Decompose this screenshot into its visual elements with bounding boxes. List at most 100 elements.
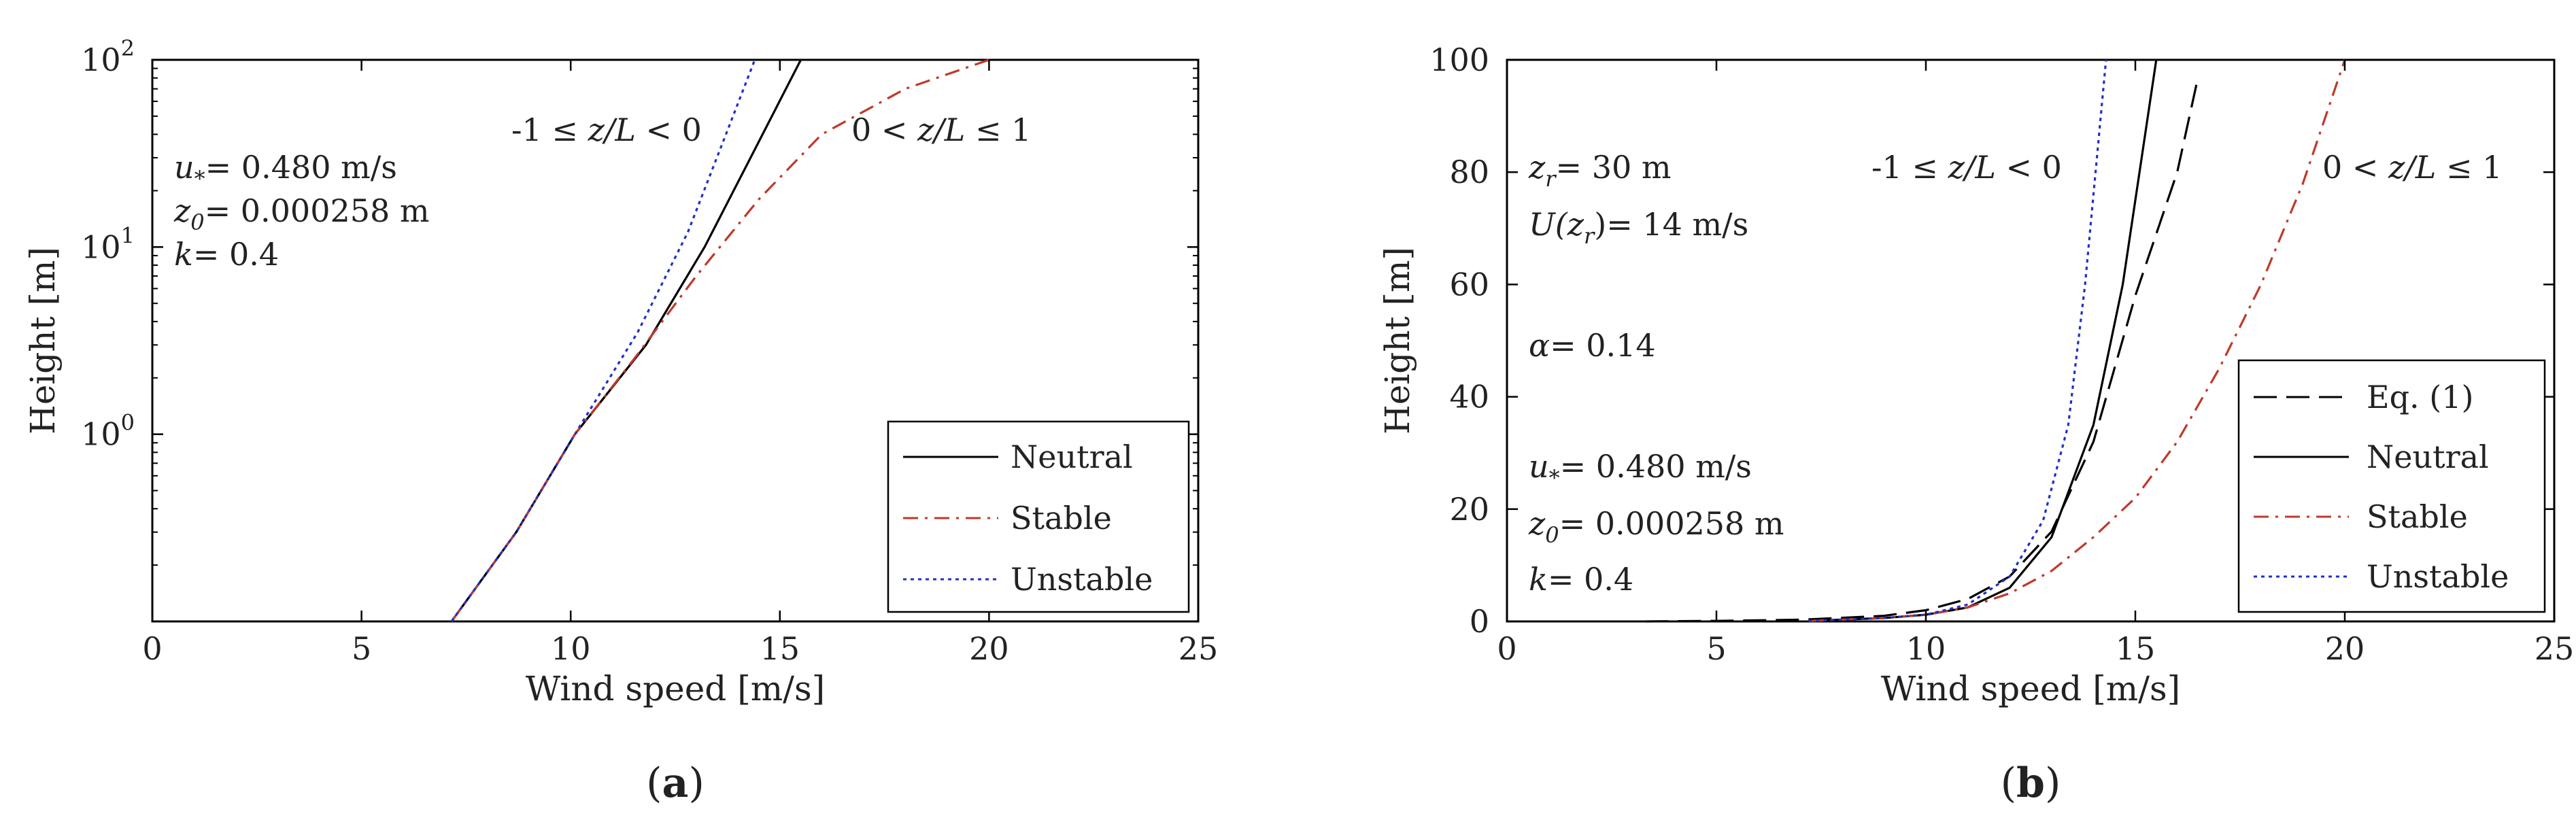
y-tick-label: 60 xyxy=(1449,266,1489,303)
x-tick-label: 5 xyxy=(352,630,371,667)
region-unstable-label-a: -1 ≤ z/L < 0 xyxy=(511,112,702,148)
y-axis-label-b: Height [m] xyxy=(1378,247,1417,434)
region-pre: 0 < xyxy=(2322,149,2388,186)
ann-sym: k xyxy=(1529,561,1548,598)
ann-sym: u xyxy=(174,149,194,186)
region-post: ≤ 1 xyxy=(2436,149,2502,186)
x-tick-label: 0 xyxy=(1497,630,1516,667)
y-tick-label: 40 xyxy=(1449,379,1489,415)
x-tick-label: 0 xyxy=(142,630,162,667)
x-tick-label: 15 xyxy=(760,630,800,667)
ann-sym: U(z xyxy=(1529,206,1584,243)
y-tick-label: 80 xyxy=(1449,154,1489,190)
y-axis-label-a: Height [m] xyxy=(23,247,63,434)
x-tick-label: 5 xyxy=(1706,630,1726,667)
series-layer-a xyxy=(450,58,989,622)
series-line-neutral-b xyxy=(1808,59,2158,622)
legend-label-stable-a: Stable xyxy=(1011,500,1112,536)
panel-a: 0 5 10 15 20 25 100 101 102 Wind speed [m/s] He… xyxy=(23,35,1218,807)
annotation-zr-b: zr= 30 m xyxy=(1528,149,1672,192)
x-tick-label: 20 xyxy=(969,630,1009,667)
ann-text: = 0.480 m/s xyxy=(205,149,397,186)
annotation-k-a: k= 0.4 xyxy=(174,236,279,273)
region-zl: z/L xyxy=(2388,149,2436,186)
region-stable-label-a: 0 < z/L ≤ 1 xyxy=(851,112,1031,148)
ann-sym: u xyxy=(1529,448,1549,485)
x-tick-label: 10 xyxy=(551,630,591,667)
ann-sym: z xyxy=(173,192,191,229)
y-tick-label: 20 xyxy=(1449,491,1489,528)
legend-label-neutral-b: Neutral xyxy=(2367,439,2489,475)
ann-text: = 0.14 xyxy=(1550,327,1656,364)
legend-a: Neutral Stable Unstable xyxy=(887,420,1190,613)
x-tick-label: 10 xyxy=(1906,630,1946,667)
series-line-unstable-a xyxy=(450,59,756,622)
ann-sub: * xyxy=(194,166,205,192)
series-line-stable-a xyxy=(450,58,989,622)
caption-b: (b) xyxy=(2001,759,2061,807)
ann-sym: z xyxy=(1528,505,1546,542)
ann-sym: α xyxy=(1529,327,1550,364)
annotation-z0-b: z0= 0.000258 m xyxy=(1528,505,1784,548)
caption-a: (a) xyxy=(646,759,705,807)
region-post: < 0 xyxy=(636,112,702,148)
legend-label-stable-b: Stable xyxy=(2367,498,2468,535)
y-ticks-a: 100 101 102 xyxy=(81,35,1198,566)
y-ticks-b: 0 20 40 60 80 100 xyxy=(1429,41,2554,640)
region-zl: z/L xyxy=(917,112,965,148)
region-pre: -1 ≤ xyxy=(511,112,588,148)
x-axis-label-a: Wind speed [m/s] xyxy=(526,669,825,708)
annotation-k-b: k= 0.4 xyxy=(1529,561,1633,598)
panel-b: 0 5 10 15 20 25 0 20 40 60 80 100 Wind speed [m/s]… xyxy=(1378,41,2574,807)
legend-label-neutral-a: Neutral xyxy=(1011,439,1133,475)
y-tick-label: 100 xyxy=(81,410,135,453)
plot-frame-b xyxy=(1506,58,2556,623)
region-zl: z/L xyxy=(1948,149,1996,186)
x-tick-label: 15 xyxy=(2116,630,2156,667)
y-tick-label: 100 xyxy=(1429,41,1489,78)
ann-sub: r xyxy=(1584,223,1595,249)
annotation-z0-a: z0= 0.000258 m xyxy=(173,192,430,235)
x-tick-label: 25 xyxy=(1179,630,1219,667)
ann-text: = 0.4 xyxy=(1548,561,1633,598)
ann-text: = 30 m xyxy=(1556,149,1672,186)
series-line-eq-1-b xyxy=(1645,76,2199,623)
ann-text: = 0.480 m/s xyxy=(1560,448,1752,485)
legend-label-unstable-b: Unstable xyxy=(2367,558,2509,595)
ann-text: = 0.4 xyxy=(193,236,279,273)
region-stable-label-b: 0 < z/L ≤ 1 xyxy=(2322,149,2502,186)
y-tick-label: 0 xyxy=(1470,603,1489,640)
series-line-unstable-b xyxy=(1808,59,2107,622)
annotation-alpha-b: α= 0.14 xyxy=(1529,327,1656,364)
ann-sub: 0 xyxy=(190,209,204,235)
ann-text: = 0.000258 m xyxy=(205,192,430,229)
x-ticks-b: 0 5 10 15 20 25 xyxy=(1497,60,2574,667)
region-zl: z/L xyxy=(588,112,636,148)
legend-b: Eq. (1) Neutral Stable Unstable xyxy=(2237,359,2546,613)
y-tick-label: 101 xyxy=(81,222,135,265)
ann-text: = 0.000258 m xyxy=(1559,505,1784,542)
legend-label-eq1-b: Eq. (1) xyxy=(2367,379,2473,415)
region-post: ≤ 1 xyxy=(965,112,1031,148)
region-pre: -1 ≤ xyxy=(1871,149,1948,186)
ann-sub: * xyxy=(1549,465,1560,491)
ann-sub: 0 xyxy=(1545,522,1559,548)
annotation-ustar-b: u*= 0.480 m/s xyxy=(1529,448,1752,491)
legend-box-b xyxy=(2237,359,2546,613)
ann-sym: z xyxy=(1528,149,1546,186)
x-axis-label-b: Wind speed [m/s] xyxy=(1881,669,2180,708)
annotation-ustar-a: u*= 0.480 m/s xyxy=(174,149,397,192)
legend-label-unstable-a: Unstable xyxy=(1011,561,1153,598)
region-unstable-label-b: -1 ≤ z/L < 0 xyxy=(1871,149,2062,186)
ann-sym: k xyxy=(174,236,193,273)
x-ticks-a: 0 5 10 15 20 25 xyxy=(142,60,1218,667)
plot-frame-a xyxy=(151,58,1200,623)
region-post: < 0 xyxy=(1996,149,2062,186)
legend-box-a xyxy=(887,420,1190,613)
y-tick-label: 102 xyxy=(81,35,135,78)
series-line-neutral-a xyxy=(450,59,802,622)
x-tick-label: 25 xyxy=(2535,630,2575,667)
region-pre: 0 < xyxy=(851,112,917,148)
x-tick-label: 20 xyxy=(2325,630,2365,667)
